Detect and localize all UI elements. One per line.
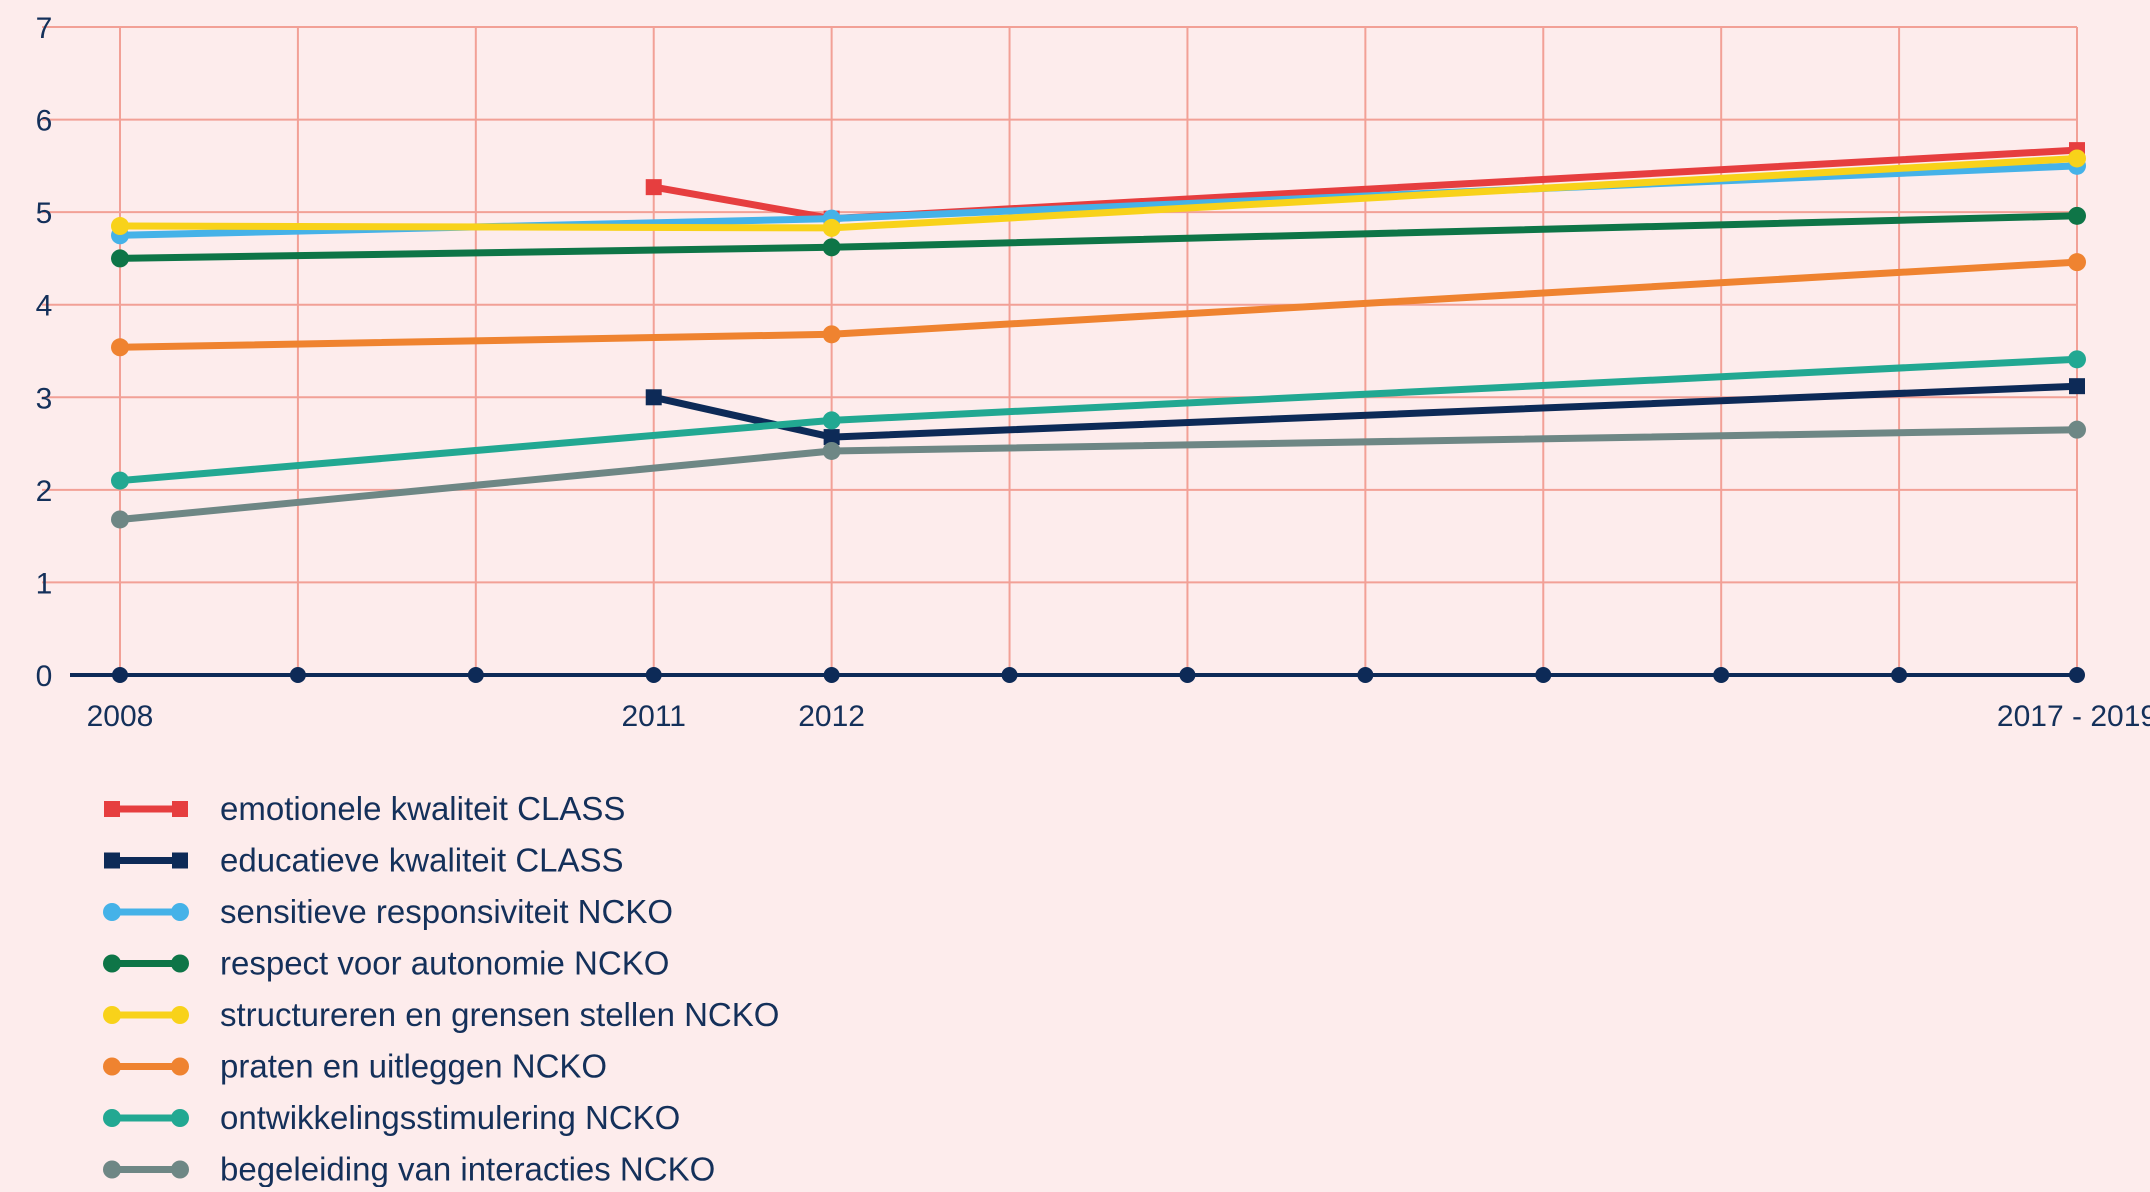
- legend-marker-7-0: [103, 1160, 121, 1179]
- legend-marker-4-0: [103, 1006, 121, 1024]
- series-line-3: [116, 212, 2081, 262]
- x-tick-label-0: 2008: [87, 700, 154, 733]
- series-3-point-2: [2068, 206, 2086, 225]
- legend-marker-1-0: [104, 852, 120, 869]
- series-4-point-1: [822, 218, 841, 237]
- y-tick-label-3: 3: [36, 382, 53, 415]
- series-1-point-2: [2069, 378, 2085, 395]
- legend-marker-2-1: [171, 903, 189, 921]
- x-axis-dot-3: [645, 667, 662, 683]
- legend-marker-6-1: [171, 1109, 189, 1127]
- legend-marker-6-0: [103, 1109, 121, 1127]
- series-1-point-1: [823, 429, 840, 446]
- legend-marker-1-1: [172, 852, 188, 869]
- x-tick-label-2: 2012: [798, 700, 865, 733]
- legend-label-0: emotionele kwaliteit CLASS: [220, 790, 625, 827]
- series-7-point-1: [822, 441, 841, 460]
- legend-label-4: structureren en grensen stellen NCKO: [220, 996, 779, 1033]
- x-tick-label-1: 2011: [621, 700, 686, 733]
- series-7-point-2: [2068, 420, 2086, 439]
- y-tick-label-6: 6: [36, 105, 53, 138]
- y-tick-label-7: 7: [36, 12, 53, 45]
- y-tick-label-4: 4: [36, 290, 53, 323]
- x-axis-dot-8: [1535, 667, 1552, 683]
- series-5-point-2: [2068, 253, 2086, 272]
- series-6-point-1: [822, 411, 841, 430]
- x-axis-dot-9: [1713, 667, 1730, 683]
- series-7-point-0: [111, 510, 129, 529]
- series-5-point-1: [822, 325, 841, 344]
- y-tick-label-0: 0: [36, 660, 53, 693]
- x-axis-dot-4: [823, 667, 840, 683]
- x-axis-dot-1: [289, 667, 306, 683]
- legend-marker-2-0: [103, 903, 121, 921]
- legend-label-7: begeleiding van interacties NCKO: [220, 1151, 715, 1188]
- legend-marker-4-1: [171, 1006, 189, 1024]
- x-axis-dot-5: [1001, 667, 1018, 683]
- legend-marker-5-0: [103, 1057, 121, 1076]
- legend-label-6: ontwikkelingsstimulering NCKO: [220, 1099, 680, 1136]
- y-tick-label-1: 1: [36, 567, 53, 600]
- legend-marker-3-1: [171, 954, 189, 973]
- x-tick-label-3: 2017 - 2019: [1997, 700, 2150, 733]
- series-6-point-2: [2068, 350, 2086, 369]
- legend-label-2: sensitieve responsiviteit NCKO: [220, 893, 673, 930]
- series-6-point-0: [111, 471, 129, 490]
- series-4-point-2: [2068, 149, 2086, 168]
- y-tick-label-5: 5: [36, 197, 53, 230]
- x-axis-dot-7: [1357, 667, 1374, 683]
- series-0-point-0: [645, 179, 662, 196]
- legend-label-5: praten en uitleggen NCKO: [220, 1048, 607, 1085]
- series-5-point-0: [111, 338, 129, 357]
- legend-marker-0-0: [104, 801, 120, 817]
- y-tick-label-2: 2: [36, 475, 53, 508]
- series-3-point-0: [111, 249, 129, 268]
- legend-marker-0-1: [172, 801, 188, 817]
- legend-label-3: respect voor autonomie NCKO: [220, 945, 669, 982]
- legend-marker-3-0: [103, 954, 121, 973]
- series-line-7: [116, 426, 2081, 523]
- x-axis-dot-0: [112, 667, 128, 683]
- series-1-point-0: [645, 389, 662, 406]
- legend-marker-7-1: [171, 1160, 189, 1179]
- x-axis-dot-10: [1891, 667, 1908, 683]
- x-axis-dot-2: [467, 667, 484, 683]
- series-4-point-0: [111, 217, 129, 236]
- legend-marker-5-1: [171, 1057, 189, 1076]
- x-axis-dot-11: [2069, 667, 2085, 683]
- series-3-point-1: [822, 238, 841, 257]
- series-line-6: [116, 355, 2081, 485]
- x-axis-dot-6: [1179, 667, 1196, 683]
- legend-label-1: educatieve kwaliteit CLASS: [220, 842, 624, 879]
